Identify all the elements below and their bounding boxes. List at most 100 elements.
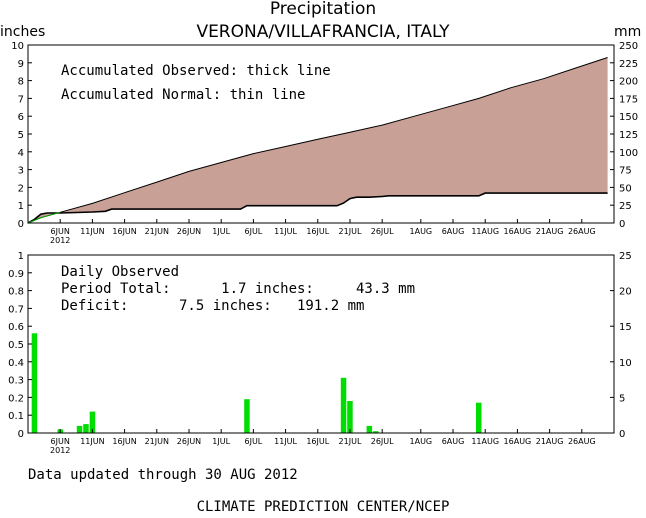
left-y-tick-label: 0.1	[8, 411, 24, 422]
period-total: Period Total: 1.7 inches: 43.3 mm	[61, 281, 416, 297]
x-tick-label: 1AUG	[410, 437, 433, 446]
right-y-tick-label: 100	[619, 148, 638, 159]
x-tick-label: 26JUN	[177, 227, 201, 236]
left-y-tick-label: 0.9	[8, 269, 24, 280]
x-year-label: 2012	[50, 446, 70, 455]
daily-precip-bar	[476, 402, 482, 433]
right-y-tick-label: 125	[619, 130, 638, 141]
daily-panel: 00.10.20.30.40.50.60.70.80.9105101520256…	[8, 251, 632, 455]
right-y-tick-label: 15	[619, 322, 632, 333]
normal-outline	[27, 57, 608, 224]
right-y-tick-label: 5	[619, 393, 625, 404]
normal-line-note: Accumulated Normal: thin line	[61, 87, 306, 103]
x-tick-label: 26AUG	[568, 437, 596, 446]
left-y-tick-label: 9	[18, 59, 24, 70]
daily-precip-bar	[83, 424, 89, 433]
right-y-tick-label: 10	[619, 358, 632, 369]
daily-precip-bar	[76, 425, 83, 433]
left-y-tick-label: 0.5	[8, 340, 24, 351]
left-y-tick-label: 0.7	[8, 304, 24, 315]
x-tick-label: 11JUL	[274, 227, 297, 236]
accumulated-normal-line	[27, 211, 61, 224]
left-y-tick-label: 0.3	[8, 376, 24, 387]
left-y-tick-label: 1	[18, 251, 24, 262]
x-tick-label: 21JUN	[145, 437, 169, 446]
right-y-tick-label: 25	[619, 251, 632, 262]
daily-precip-bar	[366, 425, 373, 433]
x-tick-label: 16AUG	[504, 437, 532, 446]
left-unit-label: inches	[0, 24, 46, 40]
x-tick-label: 16JUN	[112, 437, 136, 446]
x-tick-label: 21JUL	[339, 227, 362, 236]
station-name: VERONA/VILLAFRANCIA, ITALY	[196, 22, 450, 42]
x-tick-label: 16JUL	[306, 227, 329, 236]
x-tick-label: 21JUL	[339, 437, 362, 446]
x-year-label: 2012	[50, 236, 70, 245]
x-tick-label: 26JUL	[371, 227, 394, 236]
right-y-tick-label: 0	[619, 429, 625, 440]
x-tick-label: 16AUG	[504, 227, 532, 236]
x-tick-label: 1AUG	[410, 227, 433, 236]
left-y-tick-label: 0	[18, 219, 24, 230]
x-tick-label: 1JUL	[212, 437, 230, 446]
x-tick-label: 6JUL	[245, 227, 263, 236]
daily-precip-bar	[89, 411, 96, 433]
left-y-tick-label: 1	[18, 201, 24, 212]
left-y-tick-label: 7	[18, 94, 24, 105]
x-tick-label: 11JUL	[274, 437, 297, 446]
observed-line-note: Accumulated Observed: thick line	[61, 63, 331, 79]
right-y-tick-label: 50	[619, 183, 632, 194]
left-y-tick-label: 8	[18, 77, 24, 88]
right-y-tick-label: 225	[619, 59, 638, 70]
left-y-tick-label: 0.6	[8, 322, 24, 333]
right-y-tick-label: 75	[619, 166, 632, 177]
x-tick-label: 6AUG	[442, 227, 465, 236]
daily-precip-bar	[31, 333, 38, 433]
x-tick-label: 11JUN	[80, 437, 104, 446]
left-y-tick-label: 0.2	[8, 393, 24, 404]
deficit: Deficit: 7.5 inches: 191.2 mm	[61, 298, 365, 314]
chart-title: Precipitation	[269, 0, 377, 19]
daily-precip-bar	[347, 401, 353, 433]
left-y-tick-label: 6	[18, 112, 24, 123]
right-unit-label: mm	[614, 24, 642, 40]
right-y-tick-label: 150	[619, 112, 638, 123]
x-tick-label: 26JUN	[177, 437, 201, 446]
x-tick-label: 11JUN	[80, 227, 104, 236]
left-y-tick-label: 3	[18, 166, 24, 177]
right-y-tick-label: 20	[619, 287, 632, 298]
left-y-tick-label: 0.4	[8, 358, 24, 369]
x-tick-label: 26JUL	[371, 437, 394, 446]
x-tick-label: 1JUL	[212, 227, 230, 236]
accumulated-observed-line	[27, 192, 608, 224]
x-tick-label: 21AUG	[536, 227, 564, 236]
data-updated-note: Data updated through 30 AUG 2012	[28, 467, 298, 483]
left-y-tick-label: 10	[11, 41, 24, 52]
daily-observed-heading: Daily Observed	[61, 264, 180, 280]
x-tick-label: 16JUL	[306, 437, 329, 446]
deficit-area	[28, 57, 608, 223]
daily-precip-bar	[244, 399, 250, 433]
x-tick-label: 6JUN	[51, 227, 70, 236]
x-tick-label: 11AUG	[471, 437, 499, 446]
x-tick-label: 6JUL	[245, 437, 263, 446]
right-y-tick-label: 200	[619, 77, 638, 88]
x-tick-label: 6AUG	[442, 437, 465, 446]
left-y-tick-label: 2	[18, 183, 24, 194]
x-tick-label: 11AUG	[471, 227, 499, 236]
accumulated-panel: 0123456789100255075100125150175200225250…	[11, 41, 638, 245]
right-y-tick-label: 25	[619, 201, 632, 212]
x-tick-label: 26AUG	[568, 227, 596, 236]
x-tick-label: 21AUG	[536, 437, 564, 446]
daily-precip-bar	[373, 431, 379, 433]
daily-precip-bar	[340, 377, 347, 433]
right-y-tick-label: 0	[619, 219, 625, 230]
left-y-tick-label: 0.8	[8, 287, 24, 298]
x-tick-label: 16JUN	[112, 227, 136, 236]
x-tick-label: 6JUN	[51, 437, 70, 446]
right-y-tick-label: 175	[619, 94, 638, 105]
credit-line: CLIMATE PREDICTION CENTER/NCEP	[196, 499, 450, 515]
right-y-tick-label: 250	[619, 41, 638, 52]
left-y-tick-label: 4	[18, 148, 24, 159]
